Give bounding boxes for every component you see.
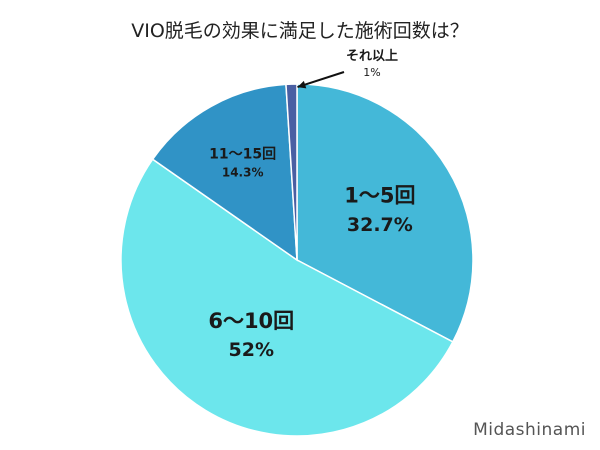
- slice-value-label: 14.3%: [222, 166, 264, 180]
- slice-label: それ以上: [346, 49, 398, 64]
- slice-value-label: 1%: [363, 66, 380, 79]
- slice-value-label: 32.7%: [347, 214, 413, 236]
- slice-value-label: 52%: [229, 339, 274, 361]
- pie-slices: [121, 84, 473, 436]
- brand-watermark: Midashinami: [473, 420, 586, 440]
- slice-label: 11〜15回: [209, 146, 276, 162]
- slice-label: 6〜10回: [208, 309, 294, 333]
- slice-label: 1〜5回: [344, 184, 415, 208]
